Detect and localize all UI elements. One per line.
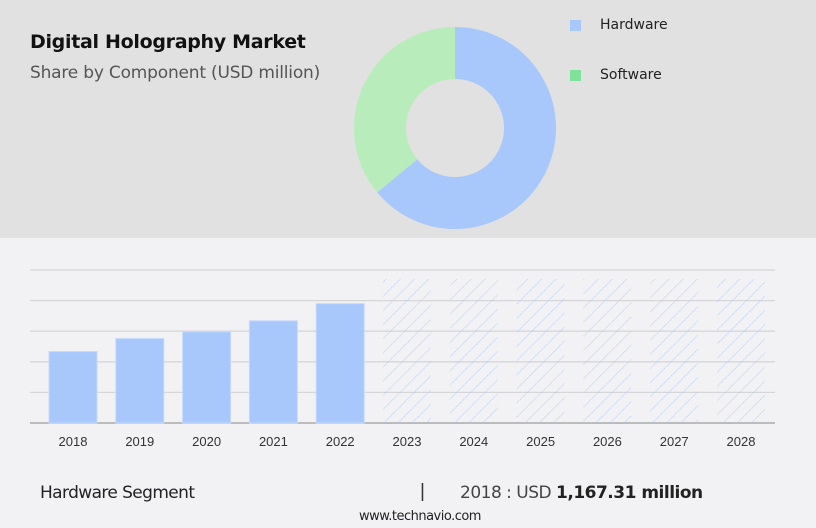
x-tick-label: 2024 xyxy=(459,434,488,449)
x-tick-label: 2027 xyxy=(660,434,689,449)
bar-2020 xyxy=(182,331,232,424)
forecast-bar-2023 xyxy=(383,279,431,423)
x-tick-label: 2026 xyxy=(593,434,622,449)
bar-2021 xyxy=(248,320,298,424)
forecast-bar-2028 xyxy=(717,279,765,423)
legend-item-software: Software xyxy=(570,67,662,83)
segment-label: Hardware Segment xyxy=(40,483,195,503)
donut-slice-software xyxy=(353,27,455,193)
x-tick-label: 2021 xyxy=(259,434,288,449)
x-tick-label: 2028 xyxy=(727,434,756,449)
x-tick-label: 2025 xyxy=(526,434,555,449)
segment-value: 2018 : USD 1,167.31 million xyxy=(460,483,703,503)
donut-chart xyxy=(353,27,556,230)
legend-label: Hardware xyxy=(600,17,668,33)
forecast-bar-2026 xyxy=(583,279,632,423)
source-url: www.technavio.com xyxy=(359,509,481,524)
segment-value-amount: 1,167.31 million xyxy=(556,483,703,503)
donut-slice-hardware xyxy=(377,27,556,230)
footer-separator: | xyxy=(420,481,425,502)
forecast-bar-2025 xyxy=(516,279,565,423)
legend-label: Software xyxy=(600,67,662,83)
x-tick-label: 2022 xyxy=(326,434,355,449)
chart-subtitle: Share by Component (USD million) xyxy=(30,63,321,83)
legend-swatch-hardware xyxy=(570,19,581,31)
bar-2018 xyxy=(48,351,98,424)
legend-swatch-software xyxy=(570,69,581,81)
x-tick-label: 2023 xyxy=(393,434,422,449)
forecast-bar-2027 xyxy=(650,279,699,423)
segment-value-prefix: 2018 : USD xyxy=(460,483,557,503)
bar-2022 xyxy=(315,303,365,424)
bar-chart: 2018 2019 2020 2021 2022 2023 2024 2025 2026 2027… xyxy=(30,269,775,449)
x-tick-label: 2019 xyxy=(125,434,154,449)
bar-2019 xyxy=(115,338,165,424)
forecast-bar-2024 xyxy=(449,279,498,423)
x-tick-label: 2020 xyxy=(192,434,221,449)
legend-item-hardware: Hardware xyxy=(570,17,668,33)
chart-title: Digital Holography Market xyxy=(30,31,306,53)
x-tick-label: 2018 xyxy=(59,434,88,449)
